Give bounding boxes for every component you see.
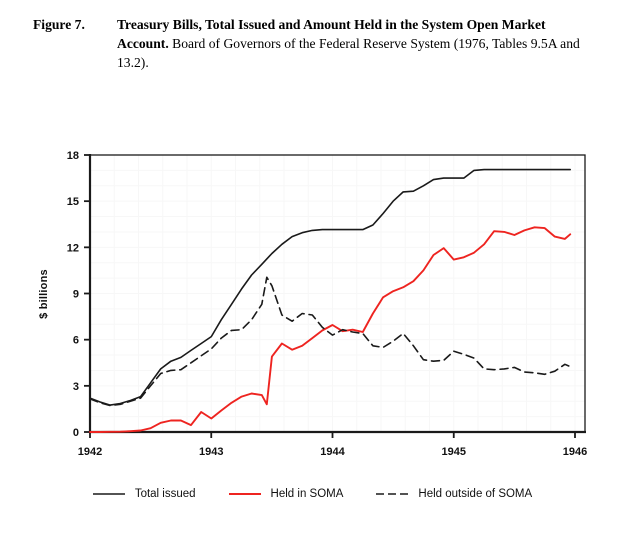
caption-title: Treasury Bills, Total Issued and Amount … xyxy=(117,17,546,51)
y-tick-label: 15 xyxy=(67,196,79,208)
x-tick-label: 1943 xyxy=(199,446,223,458)
y-tick-label: 18 xyxy=(67,150,79,162)
y-axis-title: $ billions xyxy=(38,269,50,319)
chart-legend: Total issued Held in SOMA Held outside of … xyxy=(67,488,557,500)
x-tick-label: 1942 xyxy=(78,446,102,458)
caption-source: Board of Governors of the Federal Reserv… xyxy=(117,36,580,70)
caption-body: Treasury Bills, Total Issued and Amount … xyxy=(117,15,593,72)
figure-label: Figure 7. xyxy=(33,17,85,32)
legend-item-total-issued: Total issued xyxy=(92,488,196,500)
x-tick-label: 1945 xyxy=(442,446,466,458)
legend-swatch xyxy=(228,493,261,495)
legend-swatch xyxy=(92,493,125,495)
y-tick-label: 6 xyxy=(73,335,79,347)
figure-caption: Figure 7. Treasury Bills, Total Issued a… xyxy=(33,15,593,72)
x-tick-label: 1944 xyxy=(320,446,345,458)
legend-item-held-outside-of-soma: Held outside of SOMA xyxy=(375,488,532,500)
y-tick-label: 9 xyxy=(73,289,79,301)
series-line-held-outside-of-soma xyxy=(89,276,571,407)
series-line-held-in-soma xyxy=(89,226,572,433)
x-tick-label: 1946 xyxy=(563,446,587,458)
series-line-total-issued xyxy=(89,168,571,406)
y-tick-label: 0 xyxy=(73,427,79,439)
legend-label: Total issued xyxy=(134,488,196,500)
legend-item-held-in-soma: Held in SOMA xyxy=(228,488,344,500)
y-tick-label: 3 xyxy=(73,381,79,393)
legend-swatch xyxy=(376,493,409,495)
y-tick-label: 12 xyxy=(67,242,79,254)
legend-label: Held in SOMA xyxy=(270,488,344,500)
legend-label: Held outside of SOMA xyxy=(418,488,533,500)
